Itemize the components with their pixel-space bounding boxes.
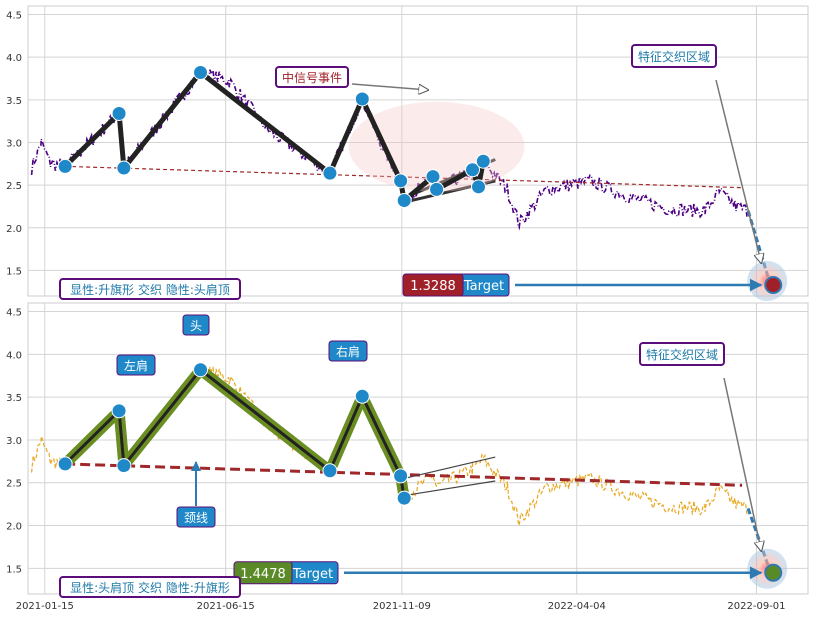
y-tick-label: 3.5 [6, 393, 22, 404]
label-box-neckline [176, 506, 216, 528]
region-label: 特征交织区域 [646, 347, 718, 362]
pattern-point [193, 65, 209, 81]
region-arrow [723, 377, 761, 551]
pattern-point [111, 105, 127, 121]
y-tick-label: 4.0 [6, 350, 22, 361]
pattern-point [322, 463, 338, 479]
x-tick-label: 2021-11-09 [373, 601, 431, 612]
pattern-point [193, 362, 209, 378]
y-tick-label: 4.5 [6, 11, 22, 22]
y-tick-label: 3.0 [6, 138, 22, 149]
target-value-label: 1.3288 [410, 279, 456, 294]
label-box-left_shoulder [116, 354, 156, 376]
signal-label: 中信号事件 [282, 70, 342, 85]
y-tick-label: 2.0 [6, 224, 22, 235]
target-marker [764, 276, 783, 295]
pattern-label: 显性:升旗形 交织 隐性:头肩顶 [70, 282, 230, 297]
y-tick-label: 1.5 [6, 564, 22, 575]
pattern-point [354, 91, 370, 107]
y-tick-label: 4.0 [6, 53, 22, 64]
y-tick-label: 2.5 [6, 181, 22, 192]
pattern-point [429, 181, 445, 197]
target-marker [764, 563, 783, 582]
chart-panel-2: 1.5 2.0 2.5 3.0 3.5 4.0 4.5 Target 1.4478 特征交织区域显… [6, 302, 809, 612]
region-label-box [631, 44, 717, 68]
pattern-point [393, 173, 409, 189]
pattern-line [64, 368, 406, 499]
label-head: 头 [190, 319, 202, 333]
pattern-point [393, 468, 409, 484]
pattern-point [354, 388, 370, 404]
y-tick-label: 1.5 [6, 266, 22, 277]
target-label: Target [292, 567, 333, 582]
pattern-point [111, 403, 127, 419]
signal-arrow [351, 83, 428, 90]
y-tick-label: 2.0 [6, 522, 22, 533]
pattern-point [396, 490, 412, 506]
region-label: 特征交织区域 [638, 49, 710, 64]
x-tick-label: 2022-09-01 [727, 601, 785, 612]
y-tick-label: 4.5 [6, 308, 22, 319]
x-tick-label: 2021-06-15 [197, 601, 255, 612]
pattern-point [465, 162, 481, 178]
target-value-box [402, 273, 464, 297]
target-label: Target [463, 279, 504, 294]
pattern-point [396, 192, 412, 208]
target-value-label: 1.4478 [240, 567, 286, 582]
target-value-box [233, 561, 293, 585]
label-box-head [182, 314, 210, 336]
pattern-point [322, 165, 338, 181]
pattern-point [57, 158, 73, 174]
pattern-point [471, 179, 487, 195]
y-tick-label: 2.5 [6, 479, 22, 490]
region-arrow [715, 79, 761, 263]
pattern-label-box [59, 278, 241, 300]
flag-upper-line [404, 456, 496, 480]
label-left_shoulder: 左肩 [124, 358, 148, 373]
y-tick-label: 3.5 [6, 96, 22, 107]
signal-label-box [275, 66, 349, 88]
y-tick-label: 3.0 [6, 436, 22, 447]
pattern-label-box [59, 576, 241, 598]
flag-lower-line [404, 480, 496, 497]
pattern-point [425, 169, 441, 185]
label-right_shoulder: 右肩 [336, 344, 360, 359]
label-box-right_shoulder [328, 340, 368, 362]
chart-panel-1: 1.5 2.0 2.5 3.0 3.5 4.0 4.5 Target 1.3288 特征交织区域显… [6, 5, 809, 302]
x-tick-label: 2022-04-04 [548, 601, 606, 612]
pattern-point [57, 456, 73, 472]
x-tick-label: 2021-01-15 [16, 601, 74, 612]
pattern-point [116, 458, 132, 474]
pattern-label: 显性:头肩顶 交织 隐性:升旗形 [70, 580, 230, 595]
pattern-point [116, 160, 132, 176]
pattern-point [475, 153, 491, 169]
region-label-box [639, 342, 725, 366]
label-neckline: 颈线 [184, 511, 208, 525]
